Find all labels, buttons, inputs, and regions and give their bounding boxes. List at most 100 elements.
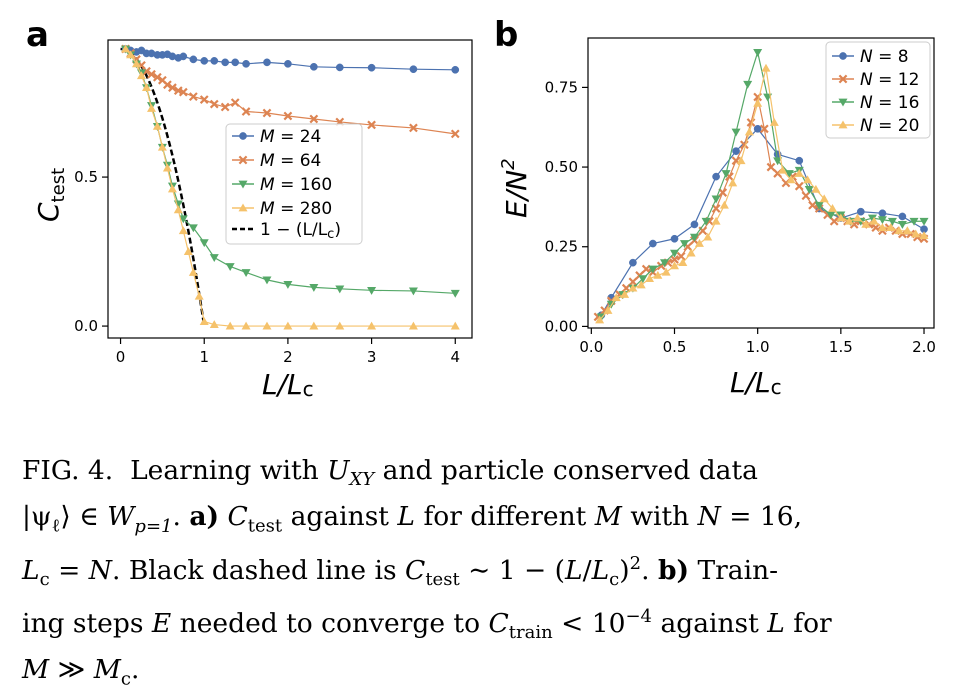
- data-point: [686, 248, 696, 257]
- data-point: [409, 65, 418, 74]
- data-point: [142, 66, 151, 76]
- data-point: [641, 264, 651, 274]
- data-point: [157, 142, 167, 151]
- data-point: [766, 162, 776, 172]
- panel-a-xlabel: L/Lc: [262, 368, 314, 401]
- data-point: [761, 63, 771, 72]
- data-point: [701, 217, 711, 226]
- data-point: [877, 223, 887, 231]
- legend-marker: [838, 120, 848, 129]
- data-point: [620, 290, 630, 298]
- data-point: [808, 200, 817, 210]
- legend-marker: [238, 180, 248, 189]
- data-point: [660, 259, 670, 268]
- panel-b-letter: b: [494, 15, 518, 55]
- caption-line-5: M ≫ Mc.: [22, 653, 140, 690]
- data-point: [262, 321, 272, 330]
- data-point: [653, 270, 663, 279]
- data-point: [753, 124, 762, 133]
- data-point: [718, 188, 728, 197]
- legend-label: N = 16: [860, 93, 919, 113]
- data-point: [178, 226, 188, 235]
- data-point: [801, 191, 811, 201]
- data-point: [648, 265, 658, 274]
- legend-label: N = 8: [860, 47, 909, 67]
- y-tick-label: 0.00: [545, 317, 578, 335]
- data-point: [152, 121, 162, 130]
- data-point: [408, 287, 418, 296]
- data-point: [911, 229, 921, 238]
- data-point: [595, 315, 605, 324]
- x-tick-label: 0.5: [663, 338, 687, 356]
- data-point: [811, 184, 821, 193]
- data-point: [225, 321, 235, 330]
- data-point: [887, 217, 897, 226]
- data-point: [690, 220, 699, 229]
- data-point: [902, 226, 912, 235]
- data-point: [147, 104, 157, 112]
- data-point: [743, 80, 753, 89]
- data-point: [200, 57, 209, 65]
- data-point: [670, 255, 679, 264]
- data-point: [188, 224, 198, 233]
- data-point: [367, 286, 377, 295]
- data-point: [694, 239, 704, 247]
- data-point: [638, 275, 648, 284]
- x-tick-label: 4: [450, 348, 460, 366]
- data-point: [778, 165, 788, 174]
- data-point: [744, 127, 754, 136]
- legend-marker: [838, 74, 848, 84]
- data-point: [670, 249, 679, 258]
- data-point: [909, 217, 919, 226]
- x-tick-label: 2.0: [912, 338, 936, 356]
- data-point: [241, 321, 251, 330]
- data-point: [210, 57, 219, 65]
- data-point: [649, 239, 657, 248]
- data-point: [629, 258, 637, 267]
- data-point: [871, 223, 881, 232]
- caption-line-4: ing steps E needed to converge to Ctrain…: [22, 605, 832, 643]
- data-point: [152, 72, 162, 82]
- data-point: [335, 321, 345, 330]
- data-point: [886, 223, 896, 231]
- data-point: [719, 200, 729, 209]
- legend-marker: [838, 98, 848, 107]
- data-point: [188, 92, 198, 101]
- data-point: [189, 55, 198, 64]
- data-point: [852, 213, 862, 222]
- series-line-m280: [125, 48, 456, 327]
- data-point: [284, 59, 292, 68]
- data-point: [409, 123, 418, 133]
- data-point: [209, 320, 219, 328]
- data-point: [786, 175, 796, 184]
- panel-a-legend: M = 24 M = 64 M = 160 M = 280 1 − (L/Lc): [225, 123, 363, 245]
- data-point: [178, 87, 188, 97]
- data-point: [335, 63, 344, 72]
- data-point: [877, 216, 887, 225]
- data-point: [759, 124, 769, 134]
- data-point: [178, 215, 188, 224]
- data-point: [814, 201, 824, 210]
- data-point: [183, 247, 193, 255]
- data-point: [728, 178, 738, 187]
- data-point: [794, 168, 804, 177]
- data-point: [283, 280, 293, 289]
- data-point: [794, 181, 804, 191]
- data-point: [283, 321, 293, 330]
- panel-b-axes-frame: [587, 37, 935, 329]
- data-point: [162, 163, 172, 172]
- data-point: [231, 58, 240, 67]
- data-point: [898, 212, 907, 221]
- data-point: [712, 172, 720, 181]
- data-point: [167, 184, 177, 193]
- data-point: [241, 107, 251, 116]
- data-point: [919, 217, 929, 226]
- data-point: [711, 195, 721, 204]
- data-point: [283, 111, 293, 121]
- data-point: [147, 69, 156, 79]
- y-tick-label: 0.0: [74, 317, 98, 335]
- data-point: [262, 276, 272, 285]
- data-point: [826, 211, 836, 220]
- data-point: [309, 114, 319, 124]
- data-point: [209, 254, 219, 263]
